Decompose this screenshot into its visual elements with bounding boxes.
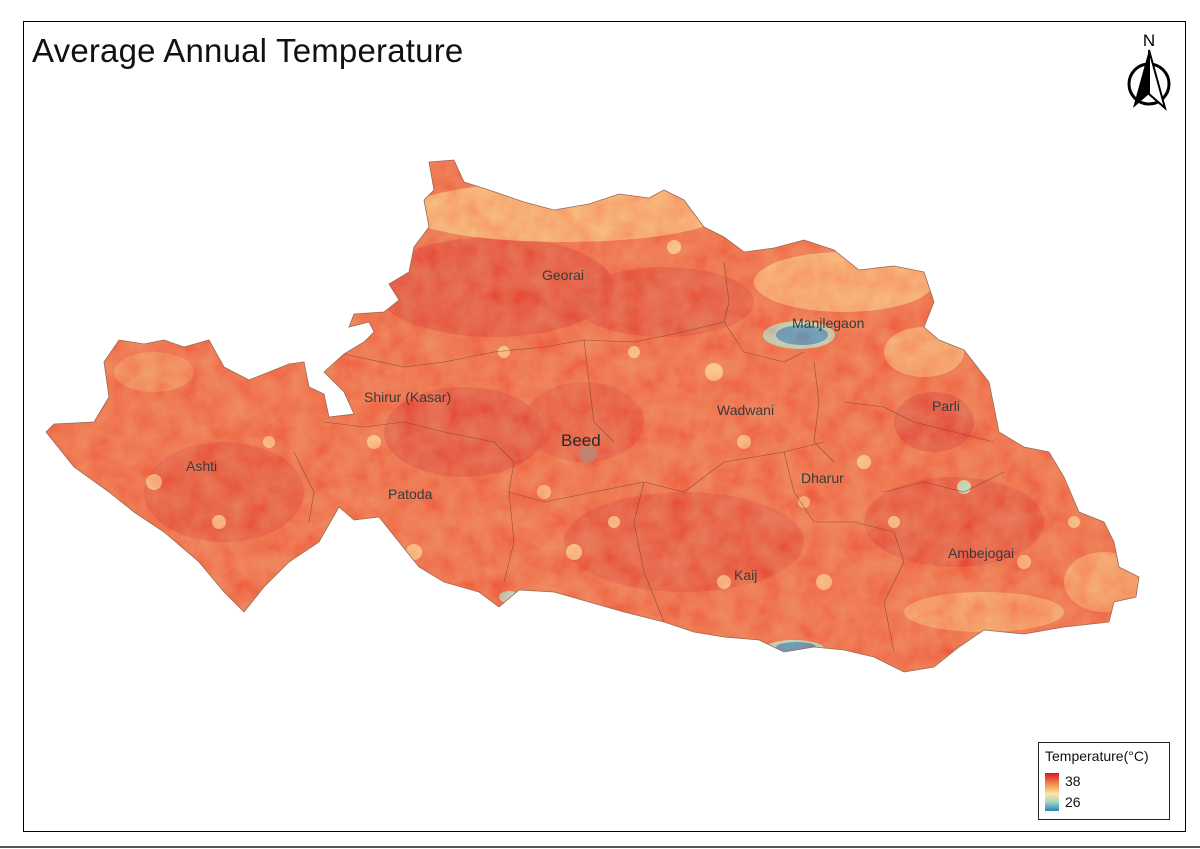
taluka-boundaries — [293, 261, 1005, 653]
legend-color-ramp — [1045, 773, 1059, 811]
district-outline — [45, 159, 1140, 673]
place-labels: Georai Manjlegaon Shirur (Kasar) Beed Wa… — [186, 267, 1014, 583]
map-frame: Georai Manjlegaon Shirur (Kasar) Beed Wa… — [23, 21, 1186, 832]
place-label-shirur-kasar: Shirur (Kasar) — [364, 389, 451, 405]
place-label-parli: Parli — [932, 398, 960, 414]
legend-min-value: 26 — [1065, 794, 1081, 810]
place-label-dharur: Dharur — [801, 470, 844, 486]
place-label-kaij: Kaij — [734, 567, 757, 583]
bottom-divider — [0, 846, 1200, 848]
place-label-wadwani: Wadwani — [717, 402, 774, 418]
place-label-patoda: Patoda — [388, 486, 433, 502]
place-label-beed: Beed — [561, 431, 601, 450]
temperature-map: Georai Manjlegaon Shirur (Kasar) Beed Wa… — [45, 159, 1140, 673]
place-label-ambejogai: Ambejogai — [948, 545, 1014, 561]
temperature-raster — [46, 160, 1139, 672]
legend-title: Temperature(°C) — [1045, 748, 1149, 764]
north-label: N — [1143, 31, 1155, 50]
legend-max-value: 38 — [1065, 773, 1081, 789]
beed-city-marker — [579, 445, 597, 463]
map-title: Average Annual Temperature — [32, 32, 464, 69]
place-label-manjlegaon: Manjlegaon — [792, 315, 864, 331]
north-arrow-icon: N — [1127, 31, 1171, 111]
place-label-ashti: Ashti — [186, 458, 217, 474]
legend: Temperature(°C) 38 26 — [1038, 742, 1170, 820]
place-label-georai: Georai — [542, 267, 584, 283]
